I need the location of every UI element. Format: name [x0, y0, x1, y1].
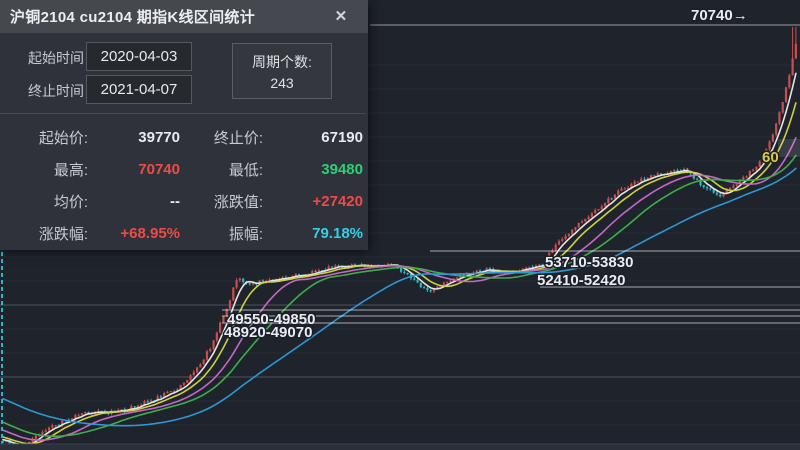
stat-row: 均价: -- 涨跌值: +27420 — [0, 185, 366, 217]
high-price-label: 70740→ — [691, 7, 748, 24]
gap-price-label: 53710-53830 — [545, 254, 633, 271]
gap-price-label: 49550-49850 — [227, 311, 315, 328]
start-time-input[interactable]: 2020-04-03 — [86, 42, 192, 71]
stat-label: 涨跌幅: — [38, 225, 88, 243]
stat-row: 涨跌幅: +68.95% 振幅: 79.18% — [0, 217, 366, 249]
period-count-value: 243 — [270, 74, 294, 91]
period-count-label: 周期个数: — [252, 53, 312, 70]
stat-label: 最高: — [53, 161, 88, 179]
stat-value: 79.18% — [312, 224, 363, 242]
statistics-grid: 起始价: 39770 终止价: 67190 最高: 70740 最低: 3948… — [0, 113, 366, 249]
gap-price-label: 48920-49070 — [224, 324, 312, 341]
stat-value: 39770 — [138, 128, 180, 146]
stat-value: 39480 — [321, 160, 363, 178]
range-statistics-dialog: 沪铜2104 cu2104 期指K线区间统计 ✕ 起始时间 2020-04-03… — [0, 0, 368, 250]
gap-price-label: 52410-52420 — [537, 272, 625, 289]
close-icon[interactable]: ✕ — [334, 7, 348, 25]
stat-value: 67190 — [321, 128, 363, 146]
dialog-titlebar[interactable]: 沪铜2104 cu2104 期指K线区间统计 ✕ — [0, 0, 368, 33]
end-time-input[interactable]: 2021-04-07 — [86, 75, 192, 104]
stat-label: 均价: — [53, 193, 88, 211]
dialog-title: 沪铜2104 cu2104 期指K线区间统计 — [10, 9, 256, 26]
stat-label: 最低: — [228, 161, 263, 179]
stat-label: 终止价: — [213, 129, 263, 147]
stat-label: 起始价: — [38, 129, 88, 147]
stat-value: 70740 — [138, 160, 180, 178]
partial-gap-label: 60 — [762, 149, 779, 166]
stat-value: +68.95% — [120, 224, 180, 242]
stat-value: -- — [170, 192, 180, 210]
start-time-label: 起始时间 — [28, 50, 84, 66]
end-time-label: 终止时间 — [28, 83, 84, 99]
period-count-box: 周期个数: 243 — [232, 43, 332, 99]
stat-row: 起始价: 39770 终止价: 67190 — [0, 121, 366, 153]
stat-value: +27420 — [312, 192, 363, 210]
stat-label: 振幅: — [228, 225, 263, 243]
stat-row: 最高: 70740 最低: 39480 — [0, 153, 366, 185]
stat-label: 涨跌值: — [213, 193, 263, 211]
